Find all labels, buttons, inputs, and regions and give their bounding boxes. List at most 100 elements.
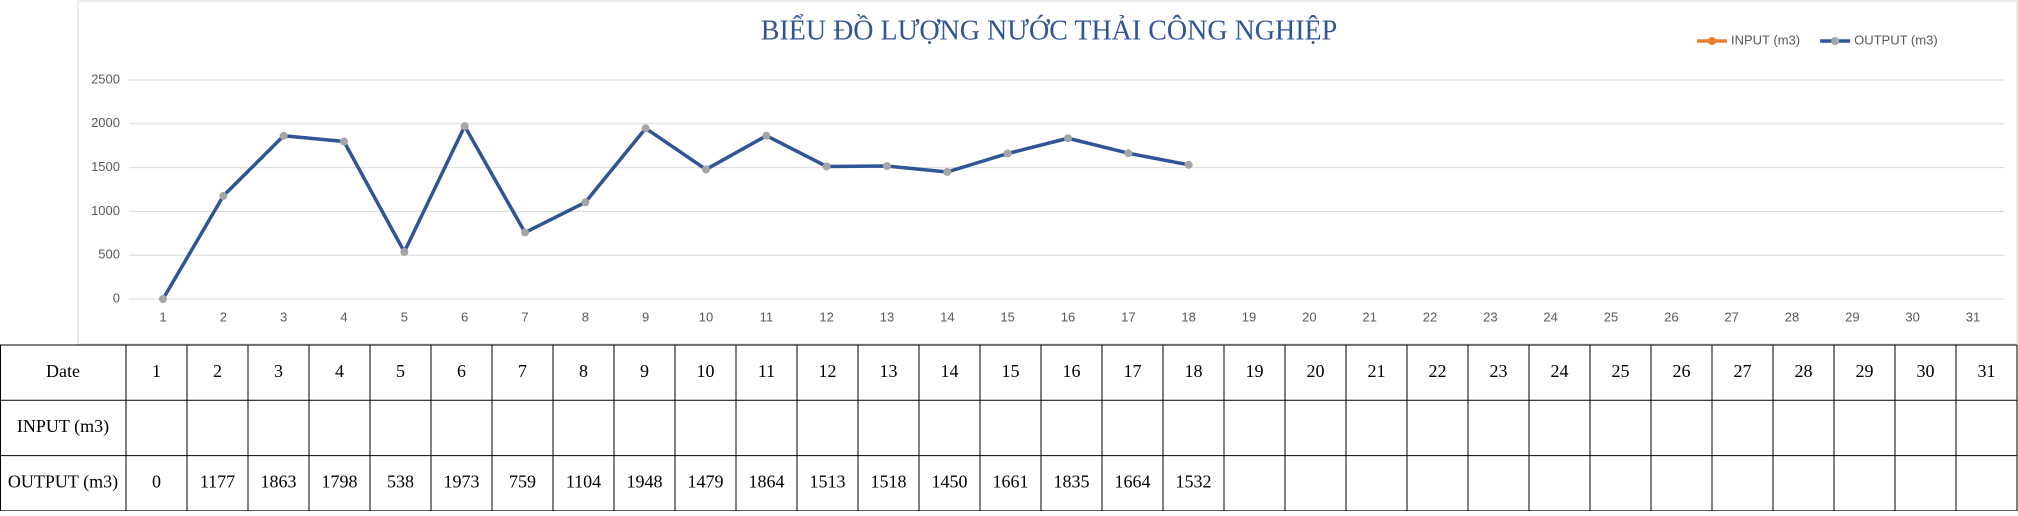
table-value: 1864: [749, 471, 785, 491]
table-value: 1104: [566, 471, 601, 491]
table-date: 27: [1734, 361, 1752, 381]
table-date: 8: [579, 361, 588, 381]
data-point: [641, 124, 650, 133]
data-point: [159, 295, 167, 303]
table-date: 24: [1551, 361, 1569, 381]
data-point: [521, 228, 529, 237]
table-date: 15: [1002, 361, 1020, 381]
table-value: 1532: [1176, 471, 1212, 491]
x-tick-label: 14: [940, 309, 954, 324]
table-date: 19: [1246, 361, 1264, 381]
x-tick-label: 13: [880, 309, 894, 324]
table-date: 12: [819, 361, 837, 381]
y-tick-label: 2000: [91, 115, 120, 130]
table-value: 1513: [810, 471, 846, 491]
y-tick-label: 500: [98, 247, 120, 262]
legend-marker: [1831, 37, 1840, 45]
chart-title: BIỂU ĐỒ LƯỢNG NƯỚC THẢI CÔNG NGHIỆP: [761, 14, 1337, 46]
table-date: 17: [1124, 361, 1142, 381]
table-date: 13: [880, 361, 898, 381]
data-point: [400, 247, 409, 256]
y-tick-label: 0: [113, 290, 120, 305]
table-date: 5: [396, 361, 405, 381]
y-tick-label: 1500: [91, 159, 120, 174]
table-date: 20: [1307, 361, 1325, 381]
table-value: 1798: [322, 471, 358, 491]
data-point: [219, 191, 228, 200]
table-value: 538: [387, 471, 414, 491]
data-point: [702, 165, 710, 174]
table-date: 23: [1490, 361, 1508, 381]
x-tick-label: 21: [1362, 309, 1376, 324]
table-header: Date: [46, 361, 80, 381]
table-value: 1479: [688, 471, 724, 491]
legend-marker: [1708, 37, 1716, 45]
x-tick-label: 18: [1181, 309, 1195, 324]
y-tick-label: 1000: [91, 203, 120, 218]
table-date: 9: [640, 361, 649, 381]
table-date: 11: [758, 361, 775, 381]
x-tick-label: 17: [1121, 309, 1135, 324]
x-tick-label: 24: [1543, 309, 1557, 324]
data-point: [460, 122, 469, 131]
table-date: 22: [1429, 361, 1447, 381]
x-tick-label: 1: [159, 309, 166, 324]
table-date: 7: [518, 361, 527, 381]
table-date: 2: [213, 361, 222, 381]
x-tick-label: 22: [1423, 309, 1437, 324]
table-date: 28: [1795, 361, 1813, 381]
x-tick-label: 6: [461, 309, 468, 324]
table-row-label: INPUT (m3): [17, 416, 109, 437]
data-point: [883, 162, 891, 171]
table-date: 18: [1185, 361, 1203, 381]
data-point: [279, 131, 288, 140]
x-tick-label: 29: [1845, 309, 1859, 324]
data-point: [1003, 149, 1012, 158]
table-date: 25: [1612, 361, 1630, 381]
y-tick-label: 2500: [91, 71, 120, 86]
table-date: 29: [1856, 361, 1874, 381]
x-tick-label: 9: [642, 309, 649, 324]
x-tick-label: 25: [1604, 309, 1618, 324]
x-tick-label: 11: [760, 309, 774, 324]
x-tick-label: 10: [699, 309, 713, 324]
x-tick-label: 23: [1483, 309, 1497, 324]
x-tick-label: 5: [401, 309, 408, 324]
table-value: 1863: [261, 471, 297, 491]
x-tick-label: 4: [340, 309, 347, 324]
table-date: 1: [152, 361, 161, 381]
table-value: 0: [152, 471, 161, 491]
table-date: 3: [274, 361, 283, 381]
data-point: [762, 131, 771, 140]
legend-label: INPUT (m3): [1731, 32, 1800, 47]
table-value: 759: [509, 471, 536, 491]
table-date: 26: [1673, 361, 1691, 381]
x-tick-label: 19: [1242, 309, 1256, 324]
table-value: 1450: [932, 471, 968, 491]
table-date: 14: [941, 361, 959, 381]
table-date: 21: [1368, 361, 1386, 381]
x-tick-label: 16: [1061, 309, 1075, 324]
data-point: [1184, 160, 1193, 169]
x-tick-label: 7: [521, 309, 528, 324]
x-tick-label: 30: [1905, 309, 1919, 324]
data-point: [1124, 149, 1133, 158]
table-value: 1177: [200, 471, 235, 491]
x-tick-label: 15: [1000, 309, 1014, 324]
x-tick-label: 28: [1785, 309, 1799, 324]
data-point: [943, 167, 952, 176]
data-point: [581, 198, 590, 207]
table-value: 1973: [444, 471, 480, 491]
x-tick-label: 3: [280, 309, 287, 324]
data-point: [1064, 134, 1072, 143]
legend-label: OUTPUT (m3): [1854, 32, 1938, 47]
table-date: 16: [1063, 361, 1081, 381]
table-value: 1664: [1115, 471, 1151, 491]
series-line: [161, 124, 1189, 300]
table-date: 30: [1917, 361, 1935, 381]
table-value: 1835: [1054, 471, 1090, 491]
table-date: 10: [697, 361, 715, 381]
x-tick-label: 8: [582, 309, 589, 324]
